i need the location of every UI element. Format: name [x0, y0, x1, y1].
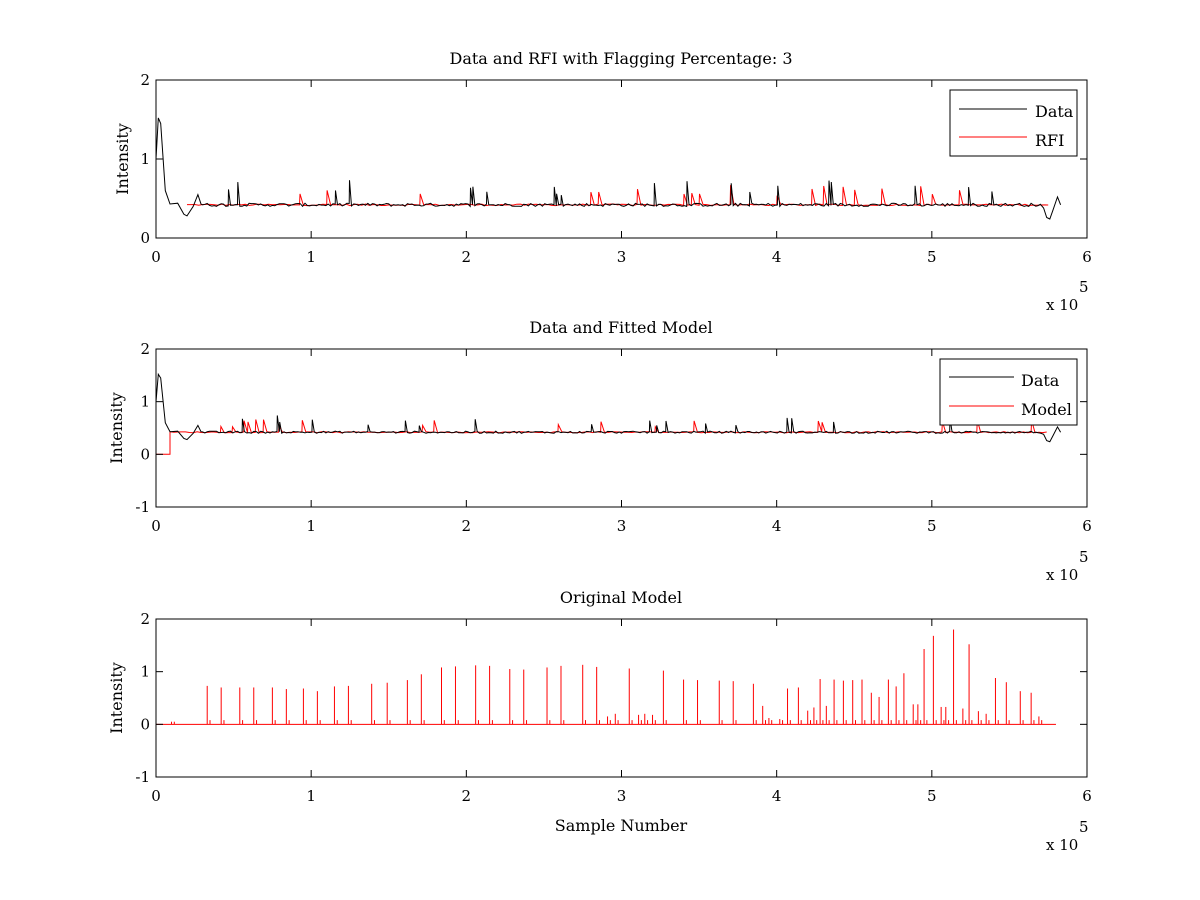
y-tick-label: 1	[140, 150, 150, 168]
y-tick-label: 0	[140, 445, 150, 463]
subplot-3-x-exponent-power: 5	[1079, 818, 1089, 836]
y-tick-label: 0	[140, 715, 150, 733]
y-tick-label: 1	[140, 663, 150, 681]
x-tick-label: 2	[462, 787, 472, 805]
subplot-2-legend: Data Model	[939, 358, 1078, 426]
x-tick-label: 4	[772, 517, 782, 535]
subplot-3-xlabel: Sample Number	[555, 816, 688, 835]
subplot-rfi: Data and RFI with Flagging Percentage: 3…	[113, 49, 1092, 314]
subplot-3-ylabel: Intensity	[107, 662, 126, 734]
subplot-2-legend-label-data: Data	[1021, 371, 1060, 390]
subplot-2-x-exponent-base: x 10	[1046, 566, 1078, 584]
y-tick-label: 2	[140, 71, 150, 89]
subplot-2-x-exponent-power: 5	[1079, 548, 1089, 566]
subplot-2-title: Data and Fitted Model	[529, 318, 712, 337]
series-data-line	[155, 117, 1062, 220]
x-tick-label: 0	[151, 787, 161, 805]
subplot-model-fit: Data and Fitted Model Intensity 0 1 2 3 4 5 6 -…	[107, 318, 1092, 584]
subplot-1-x-exponent-power: 5	[1079, 278, 1089, 296]
x-tick-label: 5	[927, 787, 937, 805]
x-tick-label: 0	[151, 517, 161, 535]
x-tick-label: 5	[927, 517, 937, 535]
x-tick-label: 5	[927, 248, 937, 266]
subplot-2-ylabel: Intensity	[107, 392, 126, 464]
subplot-2-legend-label-model: Model	[1021, 400, 1072, 419]
x-tick-label: 6	[1082, 248, 1092, 266]
subplot-1-legend-box	[949, 89, 1078, 157]
x-tick-label: 6	[1082, 787, 1092, 805]
subplot-1-legend: Data RFI	[949, 89, 1078, 157]
x-tick-label: 2	[462, 248, 472, 266]
x-tick-label: 2	[462, 517, 472, 535]
x-tick-label: 1	[306, 517, 316, 535]
x-tick-label: 3	[617, 787, 627, 805]
y-tick-label: 1	[140, 393, 150, 411]
subplot-1-x-exponent-base: x 10	[1046, 296, 1078, 314]
x-tick-label: 3	[617, 517, 627, 535]
subplot-3-title: Original Model	[560, 588, 682, 607]
x-tick-label: 4	[772, 248, 782, 266]
x-tick-label: 1	[306, 787, 316, 805]
subplot-2-legend-box	[939, 358, 1078, 426]
x-tick-label: 6	[1082, 517, 1092, 535]
y-tick-label: -1	[135, 768, 150, 786]
subplot-1-plot-area	[155, 117, 1062, 220]
x-tick-label: 4	[772, 787, 782, 805]
subplot-1-ylabel: Intensity	[113, 123, 132, 195]
series-data-line	[155, 372, 1062, 443]
subplot-1-title: Data and RFI with Flagging Percentage: 3	[449, 49, 792, 68]
subplot-2-plot-area	[155, 372, 1062, 455]
x-tick-label: 3	[617, 248, 627, 266]
subplot-1-ticks: 0 1 2 3 4 5 6 0 1 2	[140, 71, 1091, 266]
x-tick-label: 0	[151, 248, 161, 266]
subplot-1-legend-label-rfi: RFI	[1035, 131, 1064, 150]
y-tick-label: 2	[140, 340, 150, 358]
subplot-1-legend-label-data: Data	[1035, 102, 1074, 121]
x-tick-label: 1	[306, 248, 316, 266]
subplot-3-plot-area	[156, 629, 1056, 725]
y-tick-label: 0	[140, 229, 150, 247]
y-tick-label: -1	[135, 498, 150, 516]
series-red-line	[187, 185, 1049, 207]
y-tick-label: 2	[140, 610, 150, 628]
subplot-3-x-exponent-base: x 10	[1046, 836, 1078, 854]
